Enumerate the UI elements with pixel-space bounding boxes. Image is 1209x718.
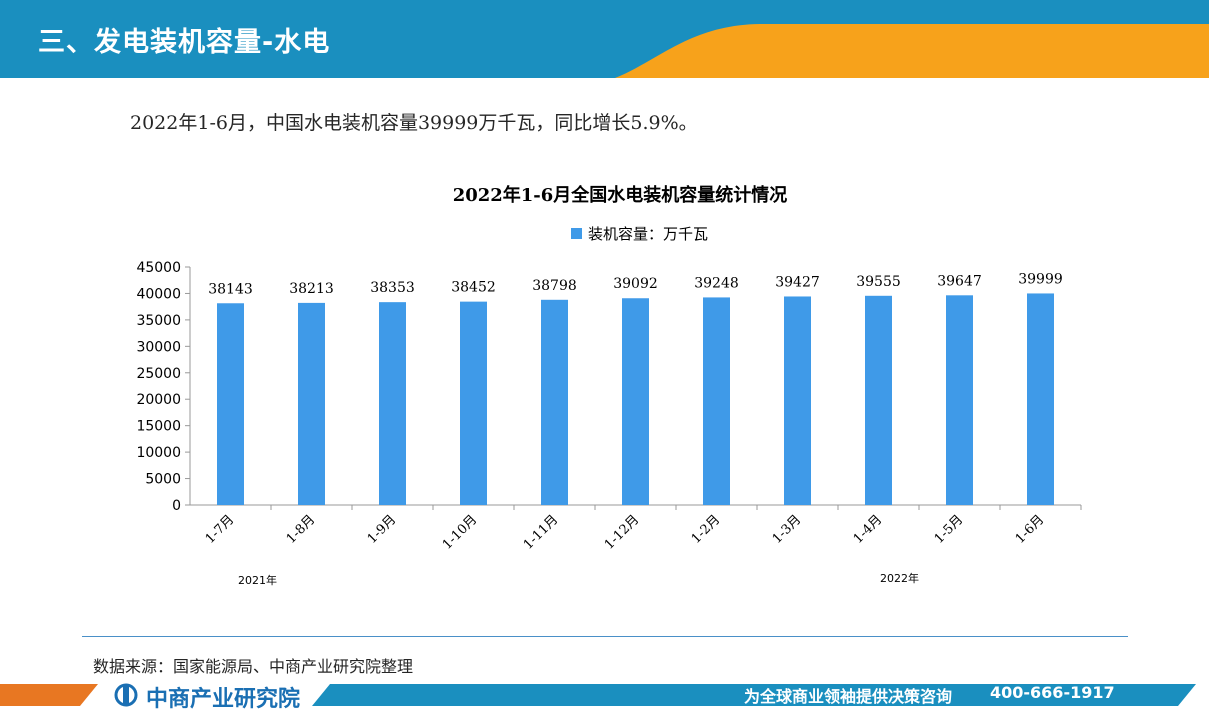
- bar: [865, 295, 892, 505]
- bar: [460, 301, 487, 505]
- legend-swatch: [571, 228, 582, 239]
- page-title: 三、发电装机容量-水电: [38, 27, 331, 58]
- bar-value-label: 38143: [208, 281, 253, 297]
- bar-value-label: 39092: [613, 276, 658, 292]
- x-tick-label: 1-10月: [440, 512, 480, 552]
- x-tick-label: 1-9月: [365, 512, 400, 547]
- x-tick-label: 1-12月: [602, 512, 642, 552]
- footer-phone: 400-666-1917: [990, 683, 1115, 702]
- header-banner: [0, 0, 1209, 78]
- y-tick-label: 25000: [136, 366, 181, 382]
- x-tick-label: 1-3月: [770, 512, 805, 547]
- logo-icon: [114, 683, 138, 707]
- bar-value-label: 39647: [937, 273, 982, 289]
- bar: [622, 298, 649, 505]
- footer-logo-text: 中商产业研究院: [146, 687, 301, 712]
- bar-value-label: 38213: [289, 281, 334, 297]
- bar: [1027, 293, 1054, 505]
- bar: [298, 302, 325, 505]
- year-label-2022: 2022年: [880, 572, 919, 585]
- y-tick-label: 35000: [136, 313, 181, 329]
- x-tick-label: 1-5月: [932, 512, 967, 547]
- bar-value-label: 38798: [532, 278, 577, 294]
- x-tick-label: 1-4月: [851, 512, 886, 547]
- y-tick-label: 15000: [136, 419, 181, 435]
- y-tick-label: 45000: [136, 260, 181, 276]
- y-tick-label: 30000: [136, 339, 181, 355]
- y-tick-label: 40000: [136, 286, 181, 302]
- footer-slogan: 为全球商业领袖提供决策咨询: [744, 687, 953, 706]
- legend-label: 装机容量：万千瓦: [588, 225, 708, 243]
- x-tick-label: 1-11月: [521, 512, 561, 552]
- bar: [784, 296, 811, 505]
- source-divider: [82, 636, 1128, 637]
- year-label-2021: 2021年: [238, 574, 277, 587]
- y-tick-label: 10000: [136, 445, 181, 461]
- bar-value-label: 39555: [856, 274, 901, 290]
- x-tick-label: 1-6月: [1013, 512, 1048, 547]
- bar-chart: 2022年1-6月全国水电装机容量统计情况 装机容量：万千瓦 0 5000 1000…: [136, 184, 1082, 553]
- x-tick-label: 1-2月: [689, 512, 724, 547]
- bar-value-label: 39427: [775, 274, 820, 290]
- bar: [379, 302, 406, 505]
- footer-bar: [0, 683, 1196, 707]
- bar: [703, 297, 730, 505]
- bar-value-label: 39248: [694, 275, 739, 291]
- bar: [946, 295, 973, 505]
- bar-value-label: 39999: [1018, 271, 1063, 287]
- y-tick-label: 5000: [145, 472, 181, 488]
- chart-legend: 装机容量：万千瓦: [571, 225, 708, 243]
- bar-value-label: 38353: [370, 280, 415, 296]
- y-tick-label: 0: [172, 498, 181, 514]
- x-tick-label: 1-7月: [203, 512, 238, 547]
- summary-text: 2022年1-6月，中国水电装机容量39999万千瓦，同比增长5.9%。: [130, 112, 698, 134]
- data-source: 数据来源：国家能源局、中商产业研究院整理: [93, 657, 414, 676]
- chart-title: 2022年1-6月全国水电装机容量统计情况: [453, 184, 788, 206]
- bar: [217, 303, 244, 505]
- bar-value-label: 38452: [451, 280, 496, 296]
- bar: [541, 299, 568, 505]
- x-tick-label: 1-8月: [284, 512, 319, 547]
- y-tick-label: 20000: [136, 392, 181, 408]
